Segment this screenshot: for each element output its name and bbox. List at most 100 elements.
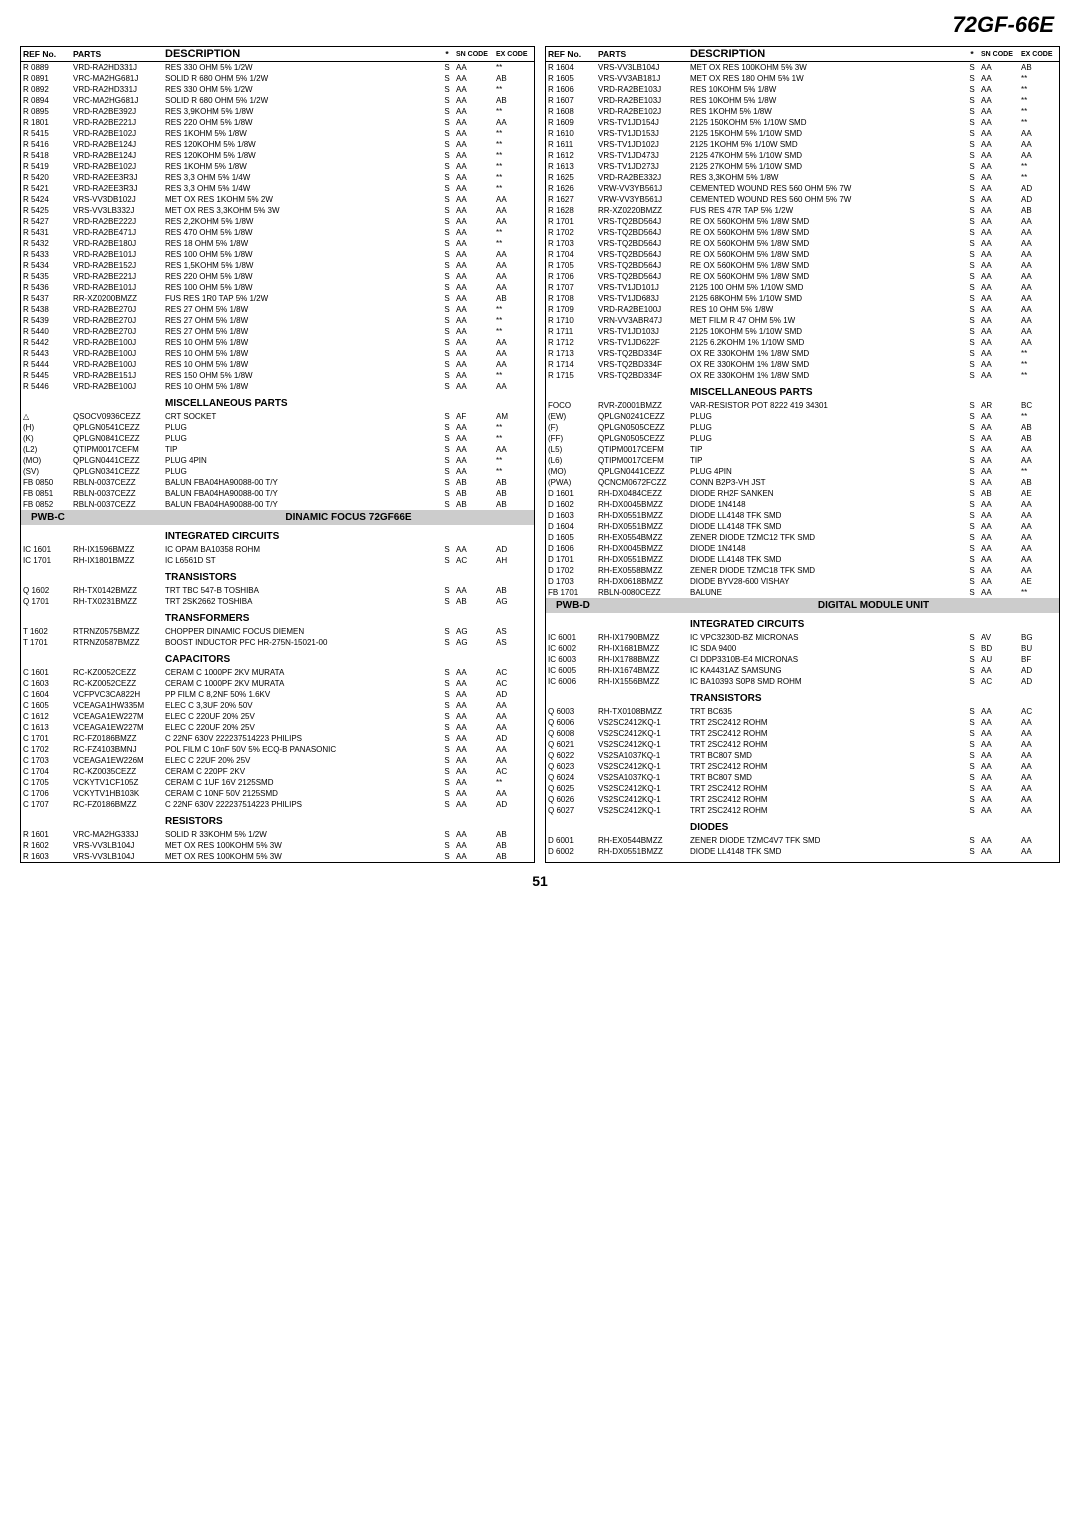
part-row: R 0889VRD-RA2HD331JRES 330 OHM 5% 1/2WSA… (21, 62, 534, 74)
part-row: Q 1602RH-TX0142BMZZTRT TBC 547-B TOSHIBA… (21, 585, 534, 596)
part-row: R 5444VRD-RA2BE100JRES 10 OHM 5% 1/8WSAA… (21, 359, 534, 370)
part-row: Q 6023VS2SC2412KQ-1TRT 2SC2412 ROHMSAAAA (546, 761, 1059, 772)
left-column: REF No. PARTS DESCRIPTION * SN CODE EX C… (20, 46, 535, 863)
part-row: (FF)QPLGN0505CEZZPLUGSAAAB (546, 433, 1059, 444)
part-row: R 1603VRS-VV3LB104JMET OX RES 100KOHM 5%… (21, 851, 534, 862)
part-row: R 1710VRN-VV3ABR47JMET FILM R 47 OHM 5% … (546, 315, 1059, 326)
part-row: FB 0851RBLN-0037CEZZBALUN FBA04HA90088-0… (21, 488, 534, 499)
part-row: R 5434VRD-RA2BE152JRES 1,5KOHM 5% 1/8WSA… (21, 260, 534, 271)
part-row: Q 6027VS2SC2412KQ-1TRT 2SC2412 ROHMSAAAA (546, 805, 1059, 816)
part-row: R 1608VRD-RA2BE102JRES 1KOHM 5% 1/8WSAA*… (546, 106, 1059, 117)
part-row: IC 6006RH-IX1556BMZZIC BA10393 S0P8 SMD … (546, 676, 1059, 687)
right-column: REF No. PARTS DESCRIPTION * SN CODE EX C… (545, 46, 1060, 863)
part-row: R 1613VRS-TV1JD273J2125 27KOHM 5% 1/10W … (546, 161, 1059, 172)
part-row: (L6)QTIPM0017CEFMTIPSAAAA (546, 455, 1059, 466)
part-row: D 1602RH-DX0045BMZZDIODE 1N4148SAAAA (546, 499, 1059, 510)
section-heading: INTEGRATED CIRCUITS (546, 613, 1059, 632)
part-row: Q 1701RH-TX0231BMZZTRT 2SK2662 TOSHIBASA… (21, 596, 534, 607)
part-row: C 1704RC-KZ0035CEZZCERAM C 220PF 2KVSAAA… (21, 766, 534, 777)
part-row: R 1612VRS-TV1JD473J2125 47KOHM 5% 1/10W … (546, 150, 1059, 161)
part-row: R 0891VRC-MA2HG681JSOLID R 680 OHM 5% 1/… (21, 73, 534, 84)
part-row: R 5433VRD-RA2BE101JRES 100 OHM 5% 1/8WSA… (21, 249, 534, 260)
part-row: R 1712VRS-TV1JD622F2125 6.2KOHM 1% 1/10W… (546, 337, 1059, 348)
part-row: R 5440VRD-RA2BE270JRES 27 OHM 5% 1/8WSAA… (21, 326, 534, 337)
section-heading: DIODES (546, 816, 1059, 835)
part-row: C 1603RC-KZ0052CEZZCERAM C 1000PF 2KV MU… (21, 678, 534, 689)
header-row: REF No. PARTS DESCRIPTION * SN CODE EX C… (546, 47, 1059, 62)
part-row: R 5421VRD-RA2EE3R3JRES 3,3 OHM 5% 1/4WSA… (21, 183, 534, 194)
col-sn: SN CODE (454, 47, 494, 62)
section-heading: TRANSFORMERS (21, 607, 534, 626)
part-row: (PWA)QCNCM0672FCZZCONN B2P3-VH JSTSAAAB (546, 477, 1059, 488)
part-row: R 0894VRC-MA2HG681JSOLID R 680 OHM 5% 1/… (21, 95, 534, 106)
part-row: R 1801VRD-RA2BE221JRES 220 OHM 5% 1/8WSA… (21, 117, 534, 128)
col-ex: EX CODE (1019, 47, 1059, 62)
part-row: R 1605VRS-VV3AB181JMET OX RES 180 OHM 5%… (546, 73, 1059, 84)
part-row: (F)QPLGN0505CEZZPLUGSAAAB (546, 422, 1059, 433)
col-sn: SN CODE (979, 47, 1019, 62)
part-row: R 1606VRD-RA2BE103JRES 10KOHM 5% 1/8WSAA… (546, 84, 1059, 95)
part-row: FB 1701RBLN-0080CEZZBALUNESAA** (546, 587, 1059, 598)
part-row: D 1603RH-DX0551BMZZDIODE LL4148 TFK SMDS… (546, 510, 1059, 521)
part-row: FB 0852RBLN-0037CEZZBALUN FBA04HA90088-0… (21, 499, 534, 510)
part-row: R 0895VRD-RA2BE392JRES 3,9KOHM 5% 1/8WSA… (21, 106, 534, 117)
part-row: (L5)QTIPM0017CEFMTIPSAAAA (546, 444, 1059, 455)
part-row: (L2)QTIPM0017CEFMTIPSAAAA (21, 444, 534, 455)
part-row: R 1607VRD-RA2BE103JRES 10KOHM 5% 1/8WSAA… (546, 95, 1059, 106)
part-row: D 1601RH-DX0484CEZZDIODE RH2F SANKENSABA… (546, 488, 1059, 499)
part-row: R 5415VRD-RA2BE102JRES 1KOHM 5% 1/8WSAA*… (21, 128, 534, 139)
part-row: IC 6002RH-IX1681BMZZIC SDA 9400SBDBU (546, 643, 1059, 654)
part-row: R 1707VRS-TV1JD101J2125 100 OHM 5% 1/10W… (546, 282, 1059, 293)
col-ref: REF No. (546, 47, 596, 62)
section-heading: MISCELLANEOUS PARTS (21, 392, 534, 411)
part-row: D 1702RH-EX0558BMZZZENER DIODE TZMC18 TF… (546, 565, 1059, 576)
part-row: R 1609VRS-TV1JD154J2125 150KOHM 5% 1/10W… (546, 117, 1059, 128)
part-row: T 1602RTRNZ0575BMZZCHOPPER DINAMIC FOCUS… (21, 626, 534, 637)
part-row: D 1701RH-DX0551BMZZDIODE LL4148 TFK SMDS… (546, 554, 1059, 565)
part-row: R 1715VRS-TQ2BD334FOX RE 330KOHM 1% 1/8W… (546, 370, 1059, 381)
part-row: D 1703RH-DX0618BMZZDIODE BYV28-600 VISHA… (546, 576, 1059, 587)
part-row: Q 6026VS2SC2412KQ-1TRT 2SC2412 ROHMSAAAA (546, 794, 1059, 805)
part-row: T 1701RTRNZ0587BMZZBOOST INDUCTOR PFC HR… (21, 637, 534, 648)
part-row: D 6001RH-EX0544BMZZZENER DIODE TZMC4V7 T… (546, 835, 1059, 846)
part-row: D 6002RH-DX0551BMZZDIODE LL4148 TFK SMDS… (546, 846, 1059, 857)
part-row: R 1703VRS-TQ2BD564JRE OX 560KOHM 5% 1/8W… (546, 238, 1059, 249)
pwb-banner: PWB-CDINAMIC FOCUS 72GF66E (21, 510, 534, 525)
part-row: Q 6022VS2SA1037KQ-1TRT BC807 SMDSAAAA (546, 750, 1059, 761)
col-parts: PARTS (596, 47, 688, 62)
two-column-layout: REF No. PARTS DESCRIPTION * SN CODE EX C… (20, 46, 1060, 863)
part-row: C 1706VCKYTV1HB103KCERAM C 10NF 50V 2125… (21, 788, 534, 799)
col-ref: REF No. (21, 47, 71, 62)
part-row: FOCORVR-Z0001BMZZVAR-RESISTOR POT 8222 4… (546, 400, 1059, 411)
header-row: REF No. PARTS DESCRIPTION * SN CODE EX C… (21, 47, 534, 62)
part-row: C 1707RC-FZ0186BMZZC 22NF 630V 222237514… (21, 799, 534, 810)
col-ex: EX CODE (494, 47, 534, 62)
part-row: (SV)QPLGN0341CEZZPLUGSAA** (21, 466, 534, 477)
col-parts: PARTS (71, 47, 163, 62)
part-row: C 1601RC-KZ0052CEZZCERAM C 1000PF 2KV MU… (21, 667, 534, 678)
part-row: R 1705VRS-TQ2BD564JRE OX 560KOHM 5% 1/8W… (546, 260, 1059, 271)
part-row: R 1706VRS-TQ2BD564JRE OX 560KOHM 5% 1/8W… (546, 271, 1059, 282)
part-row: R 1610VRS-TV1JD153J2125 15KOHM 5% 1/10W … (546, 128, 1059, 139)
page-number: 51 (20, 873, 1060, 889)
part-row: C 1613VCEAGA1EW227MELEC C 220UF 20% 25VS… (21, 722, 534, 733)
part-row: R 5439VRD-RA2BE270JRES 27 OHM 5% 1/8WSAA… (21, 315, 534, 326)
section-heading: RESISTORS (21, 810, 534, 829)
right-table: REF No. PARTS DESCRIPTION * SN CODE EX C… (546, 47, 1059, 857)
part-row: IC 6005RH-IX1674BMZZIC KA4431AZ SAMSUNGS… (546, 665, 1059, 676)
part-row: R 1601VRC-MA2HG333JSOLID R 33KOHM 5% 1/2… (21, 829, 534, 840)
part-row: (H)QPLGN0541CEZZPLUGSAA** (21, 422, 534, 433)
part-row: (MO)QPLGN0441CEZZPLUG 4PINSAA** (21, 455, 534, 466)
part-row: D 1606RH-DX0045BMZZDIODE 1N4148SAAAA (546, 543, 1059, 554)
part-row: IC 1701RH-IX1801BMZZIC L6561D STSACAH (21, 555, 534, 566)
part-row: R 1714VRS-TQ2BD334FOX RE 330KOHM 1% 1/8W… (546, 359, 1059, 370)
col-star: * (440, 47, 454, 62)
part-row: R 1708VRS-TV1JD683J2125 68KOHM 5% 1/10W … (546, 293, 1059, 304)
part-row: (MO)QPLGN0441CEZZPLUG 4PINSAA** (546, 466, 1059, 477)
part-row: R 1625VRD-RA2BE332JRES 3,3KOHM 5% 1/8WSA… (546, 172, 1059, 183)
part-row: R 0892VRD-RA2HD331JRES 330 OHM 5% 1/2WSA… (21, 84, 534, 95)
part-row: △QSOCV0936CEZZCRT SOCKETSAFAM (21, 411, 534, 422)
part-row: R 1604VRS-VV3LB104JMET OX RES 100KOHM 5%… (546, 62, 1059, 74)
part-row: C 1605VCEAGA1HW335MELEC C 3,3UF 20% 50VS… (21, 700, 534, 711)
part-row: R 5436VRD-RA2BE101JRES 100 OHM 5% 1/8WSA… (21, 282, 534, 293)
